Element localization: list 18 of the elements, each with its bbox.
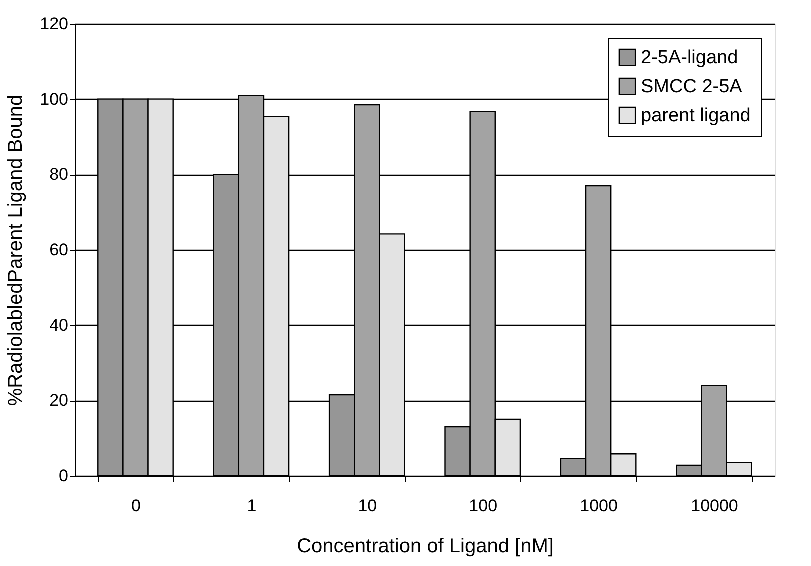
y-tick-label: 60 [50,240,68,260]
x-tick-label: 0 [132,496,141,516]
y-tick-label: 120 [40,14,68,34]
x-tick-label: 10 [358,496,378,516]
legend-label: SMCC 2-5A [641,76,743,98]
y-axis-title: %RadiolabledParent Ligand Bound [5,94,28,406]
y-tick-label: 100 [40,90,68,109]
y-tick-label: 40 [50,316,68,335]
x-tick-label: 100 [469,496,498,516]
y-tick-label: 20 [50,391,68,410]
x-axis-title: Concentration of Ligand [nM] [297,536,554,558]
x-tick-label: 1 [247,496,257,516]
legend-label: 2-5A-ligand [641,48,738,68]
x-tick-label: 10000 [691,496,738,516]
x-tick-label: 1000 [580,496,618,516]
legend-label: parent ligand [641,106,751,126]
y-tick-label: 0 [59,466,68,486]
y-tick-label: 80 [50,165,68,184]
